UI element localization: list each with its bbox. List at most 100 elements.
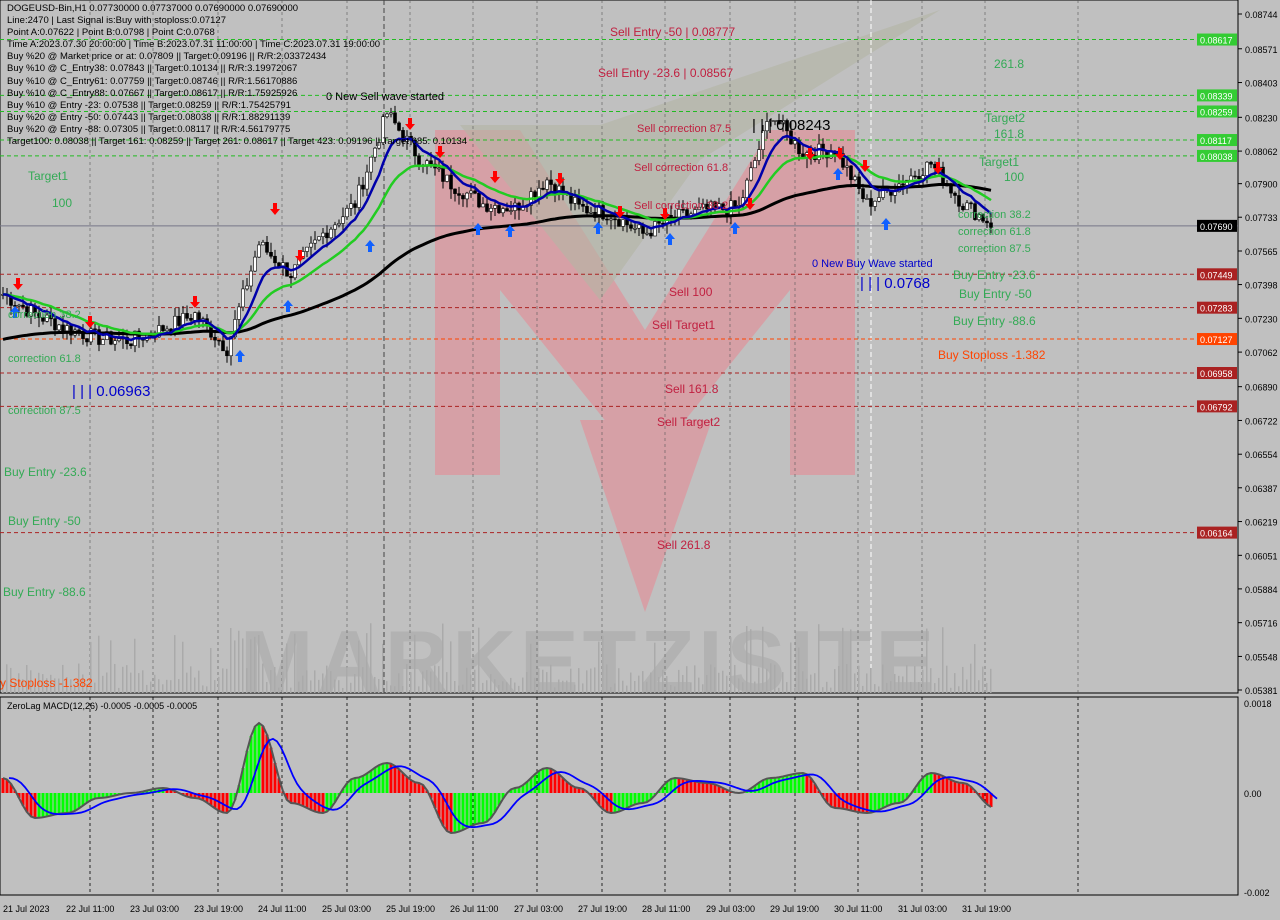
- chart-annotation: | | | 0.0768: [860, 275, 930, 292]
- candle-body: [989, 222, 993, 228]
- candle-body: [609, 218, 613, 221]
- macd-histogram-bar: [809, 778, 813, 793]
- macd-histogram-bar: [245, 750, 249, 793]
- volume-bar: [158, 679, 160, 693]
- level-tag-bg: [1197, 367, 1237, 380]
- macd-histogram-bar: [225, 793, 229, 813]
- candle-body: [437, 167, 441, 170]
- candle: [329, 226, 333, 693]
- volume-bar: [870, 667, 872, 693]
- macd-histogram-bar: [93, 793, 97, 799]
- volume-bar: [230, 628, 232, 693]
- candle-body: [165, 328, 169, 332]
- candle: [681, 200, 685, 693]
- macd-histogram-bar: [473, 793, 477, 825]
- candle-body: [289, 275, 293, 279]
- candle-body: [917, 176, 921, 179]
- macd-histogram-bar: [609, 793, 613, 813]
- candle: [333, 221, 337, 693]
- candle: [221, 335, 225, 693]
- macd-histogram-bar: [885, 793, 889, 807]
- macd-histogram-bar: [61, 793, 65, 814]
- volume-bar: [342, 687, 344, 693]
- candle-body: [349, 203, 353, 209]
- arrow-shape: [235, 350, 245, 362]
- buy-arrow-icon: [283, 300, 293, 312]
- candle: [649, 229, 653, 693]
- candle: [493, 200, 497, 693]
- volume-bar: [174, 635, 176, 693]
- volume-bar: [730, 637, 732, 693]
- macd-histogram-bar: [5, 779, 9, 793]
- volume-bar: [490, 674, 492, 693]
- macd-histogram-bar: [469, 793, 473, 827]
- macd-histogram-bar: [445, 793, 449, 832]
- arrow-shape: [473, 223, 483, 235]
- volume-bar: [798, 647, 800, 693]
- candle: [261, 239, 265, 693]
- volume-bar: [106, 672, 108, 693]
- candle-body: [377, 142, 381, 149]
- info-line: Buy %10 @ C_Entry88: 0.07667 || Target:0…: [7, 87, 298, 99]
- candle-body: [393, 112, 397, 124]
- candle-body: [493, 205, 497, 209]
- macd-histogram-bar: [101, 793, 105, 798]
- candle: [445, 174, 449, 693]
- volume-bar: [130, 672, 132, 693]
- candle-body: [501, 208, 505, 214]
- macd-histogram-bar: [641, 793, 645, 803]
- arrow-shape: [933, 162, 943, 174]
- macd-histogram-bar: [713, 784, 717, 793]
- volume-bar: [806, 678, 808, 693]
- candle-body: [985, 220, 989, 224]
- macd-histogram-bar: [381, 763, 385, 793]
- macd-histogram-bar: [957, 782, 961, 793]
- volume-bar: [834, 669, 836, 693]
- level-tag-text: 0.07127: [1200, 335, 1233, 345]
- macd-histogram-bar: [853, 793, 857, 812]
- candle: [321, 227, 325, 693]
- candle-body: [549, 179, 553, 185]
- info-line: Time A:2023.07.30 20:00:00 | Time B:2023…: [7, 39, 381, 51]
- macd-histogram-bar: [385, 763, 389, 793]
- macd-histogram-bar: [477, 793, 481, 824]
- volume-bar: [762, 626, 764, 693]
- macd-histogram-bar: [273, 763, 277, 793]
- macd-y-tick-label: 0.0018: [1244, 699, 1272, 709]
- macd-histogram-bar: [69, 793, 73, 813]
- candle-body: [241, 288, 245, 308]
- macd-histogram-bar: [573, 787, 577, 793]
- level-tag-bg: [1197, 89, 1237, 102]
- volume-bar: [30, 670, 32, 693]
- macd-histogram-bar: [257, 723, 261, 793]
- volume-bar: [550, 664, 552, 693]
- x-tick-label: 24 Jul 11:00: [258, 904, 306, 914]
- volume-bar: [902, 676, 904, 693]
- macd-histogram-bar: [929, 773, 933, 793]
- x-tick-label: 31 Jul 19:00: [962, 904, 1011, 914]
- candle: [701, 198, 705, 693]
- macd-histogram-bar: [797, 773, 801, 793]
- chart-annotation: correction 87.5: [8, 405, 81, 417]
- volume-bar: [750, 629, 752, 693]
- macd-histogram-bar: [53, 793, 57, 815]
- macd-histogram-bar: [73, 793, 77, 811]
- candle: [581, 200, 585, 693]
- macd-histogram-bar: [881, 793, 885, 808]
- candle: [765, 112, 769, 693]
- macd-histogram-bar: [773, 777, 777, 793]
- chart-annotation: Sell 161.8: [665, 382, 719, 396]
- volume-bar: [166, 679, 168, 693]
- chart-annotation: correction 87.5: [958, 243, 1031, 255]
- volume-bar: [10, 667, 12, 693]
- macd-histogram-bar: [701, 782, 705, 793]
- buy-arrow-icon: [593, 222, 603, 234]
- level-tag-bg: [1197, 526, 1237, 539]
- macd-histogram-bar: [293, 793, 297, 804]
- chart-annotation: correction 38.2: [8, 309, 81, 321]
- macd-histogram-bar: [725, 789, 729, 793]
- candle: [237, 303, 241, 693]
- volume-bar: [866, 673, 868, 693]
- chart-annotation: Sell Entry -50 | 0.08777: [610, 25, 736, 39]
